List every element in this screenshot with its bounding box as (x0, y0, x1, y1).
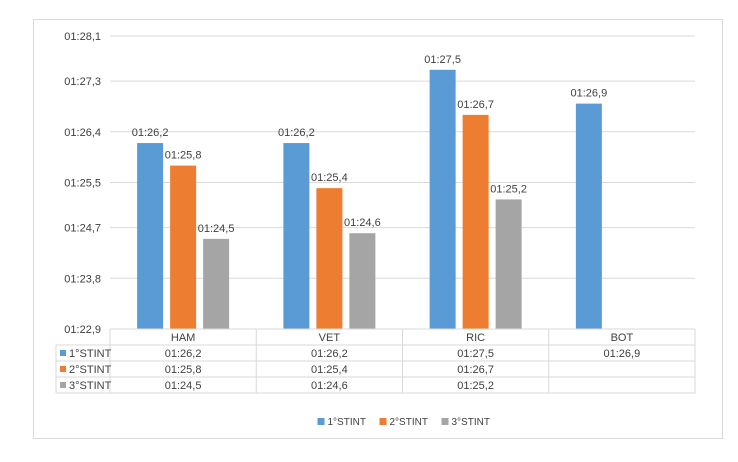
data-label: 01:25,4 (311, 172, 348, 184)
table-legend-key (60, 366, 66, 372)
data-label: 01:25,2 (490, 183, 527, 195)
table-cell-value: 01:24,5 (165, 380, 202, 392)
table-cell-value: 01:26,9 (604, 348, 641, 360)
legend-label: 2°STINT (390, 417, 428, 428)
legend-key (441, 418, 449, 425)
y-tick-label: 01:22,9 (64, 324, 101, 336)
bar (203, 238, 230, 329)
table-cell-value: 01:25,4 (311, 364, 348, 376)
table-series-name: 2°STINT (69, 364, 112, 376)
category-label: RIC (466, 332, 485, 344)
y-tick-label: 01:25,5 (64, 178, 101, 190)
category-label: HAM (171, 332, 195, 344)
legend-label: 1°STINT (328, 417, 366, 428)
table-cell-value: 01:26,7 (457, 364, 494, 376)
bar (137, 143, 164, 329)
data-label: 01:25,8 (165, 150, 202, 162)
data-label: 01:26,2 (278, 127, 315, 139)
bar (283, 143, 310, 329)
data-label: 01:24,6 (344, 217, 381, 229)
bar (170, 165, 197, 329)
table-cell-value: 01:27,5 (457, 348, 494, 360)
legend-key (379, 418, 387, 425)
table-cell-value: 01:24,6 (311, 380, 348, 392)
y-tick-label: 01:26,4 (64, 127, 101, 139)
table-cell-value: 01:26,2 (311, 348, 348, 360)
table-cell-value: 01:25,8 (165, 364, 202, 376)
data-label: 01:26,9 (571, 88, 608, 100)
table-cell-value: 01:25,2 (457, 380, 494, 392)
bar (429, 69, 456, 330)
data-label: 01:27,5 (424, 54, 461, 66)
table-legend-key (60, 350, 66, 356)
legend-key (317, 418, 325, 425)
table-cell-value: 01:26,2 (165, 348, 202, 360)
bar (316, 188, 343, 329)
y-tick-label: 01:27,3 (64, 76, 101, 88)
bar (495, 199, 522, 329)
category-label: VET (319, 332, 341, 344)
bar (349, 233, 376, 329)
y-tick-label: 01:23,8 (64, 273, 101, 285)
data-label: 01:26,2 (132, 127, 169, 139)
legend-label: 3°STINT (452, 417, 490, 428)
y-tick-label: 01:28,1 (64, 31, 101, 43)
table-legend-key (60, 382, 66, 388)
bar (575, 103, 602, 329)
data-label: 01:26,7 (457, 99, 494, 111)
table-series-name: 1°STINT (69, 348, 112, 360)
y-tick-label: 01:24,7 (64, 223, 101, 235)
data-label: 01:24,5 (198, 223, 235, 235)
category-label: BOT (611, 332, 634, 344)
table-series-name: 3°STINT (69, 380, 112, 392)
bar (462, 114, 489, 329)
